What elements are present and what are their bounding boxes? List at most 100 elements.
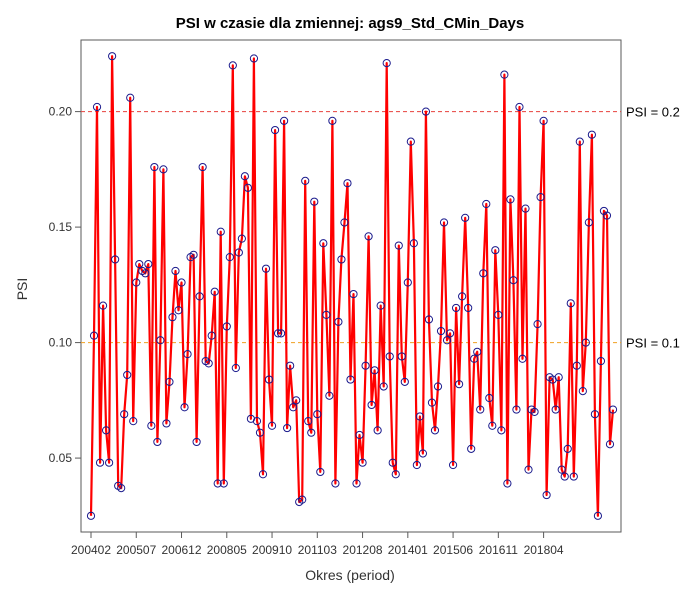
psi-point <box>470 354 479 363</box>
psi-point <box>319 239 328 248</box>
psi-point <box>397 352 406 361</box>
psi-point <box>409 239 418 248</box>
x-tick-label: 201401 <box>388 543 428 557</box>
psi-point <box>165 377 174 386</box>
psi-point <box>189 250 198 259</box>
psi-point <box>430 426 440 435</box>
psi-point <box>111 255 120 264</box>
plot-frame <box>80 39 622 533</box>
psi-point <box>150 162 159 172</box>
x-tick-label: 201506 <box>433 543 473 557</box>
psi-point <box>415 412 424 421</box>
psi-point <box>343 179 352 188</box>
psi-point <box>515 102 524 112</box>
psi-point <box>364 232 373 241</box>
y-tick-label: 0.05 <box>49 451 73 465</box>
psi-point <box>509 276 518 285</box>
psi-point <box>222 322 231 331</box>
psi-point <box>310 197 319 206</box>
psi-point <box>572 361 581 370</box>
psi-point <box>120 410 129 419</box>
psi-point <box>216 227 225 236</box>
psi-point <box>298 495 307 504</box>
psi-point <box>276 329 286 338</box>
psi-point <box>261 264 271 273</box>
psi-point <box>292 396 301 405</box>
psi-point <box>328 116 337 125</box>
psi-point <box>213 479 222 488</box>
psi-point <box>488 421 497 430</box>
reference-line-label: PSI = 0.1 <box>626 336 680 351</box>
psi-point <box>95 458 105 467</box>
psi-point <box>581 338 590 347</box>
psi-point <box>445 329 455 338</box>
psi-point <box>385 352 394 361</box>
psi-point <box>180 403 189 412</box>
psi-point <box>448 460 458 470</box>
psi-point <box>512 405 521 414</box>
psi-point <box>406 137 415 146</box>
psi-point <box>361 361 370 370</box>
psi-point <box>228 61 237 70</box>
psi-point <box>557 465 566 474</box>
psi-point <box>464 303 473 313</box>
psi-point <box>237 234 246 243</box>
psi-point <box>273 329 283 338</box>
psi-point <box>258 470 268 479</box>
psi-point <box>569 472 578 481</box>
y-axis-label: PSI <box>14 278 30 301</box>
psi-point <box>117 484 126 493</box>
psi-point <box>243 183 253 192</box>
psi-point <box>249 54 259 63</box>
psi-point <box>340 218 349 227</box>
psi-point <box>373 426 382 435</box>
psi-point <box>584 218 593 227</box>
psi-point <box>346 375 355 384</box>
psi-point <box>132 278 141 287</box>
psi-point <box>135 259 144 269</box>
reference-line-label: PSI = 0.2 <box>626 105 680 120</box>
psi-point <box>289 403 298 412</box>
psi-point <box>436 326 446 336</box>
psi-point <box>461 213 470 222</box>
psi-point <box>207 331 216 340</box>
psi-point <box>605 440 615 449</box>
x-tick-label: 201611 <box>479 543 518 557</box>
chart-title: PSI w czasie dla zmiennej: ags9_Std_CMin… <box>176 15 524 32</box>
psi-point <box>500 70 509 79</box>
psi-point <box>355 430 364 440</box>
psi-point <box>219 479 228 488</box>
psi-point <box>177 278 186 287</box>
psi-point <box>458 292 467 301</box>
psi-point <box>491 246 500 255</box>
psi-point <box>98 301 108 310</box>
x-tick-label: 200910 <box>252 543 292 557</box>
psi-markers <box>86 52 618 520</box>
psi-point <box>497 426 506 435</box>
psi-point <box>210 287 219 296</box>
psi-point <box>551 405 560 414</box>
psi-point <box>358 458 367 467</box>
psi-point <box>159 165 168 174</box>
psi-point <box>608 405 618 414</box>
x-tick-label: 201103 <box>298 543 337 557</box>
psi-point <box>539 116 548 125</box>
x-axis-label: Okres (period) <box>305 567 394 583</box>
psi-point <box>593 511 603 520</box>
psi-point <box>126 93 135 102</box>
psi-point <box>542 490 551 500</box>
psi-point <box>174 306 183 315</box>
psi-point <box>530 407 539 416</box>
psi-point <box>156 336 165 345</box>
x-tick-label: 200612 <box>161 543 201 557</box>
psi-point <box>352 479 361 488</box>
psi-point <box>506 195 515 204</box>
y-tick-label: 0.20 <box>49 105 73 119</box>
psi-point <box>418 449 428 458</box>
psi-point <box>442 336 452 345</box>
psi-point <box>536 192 545 202</box>
psi-point <box>596 356 606 366</box>
psi-point <box>198 162 207 172</box>
psi-point <box>482 199 491 209</box>
psi-point <box>388 458 397 467</box>
